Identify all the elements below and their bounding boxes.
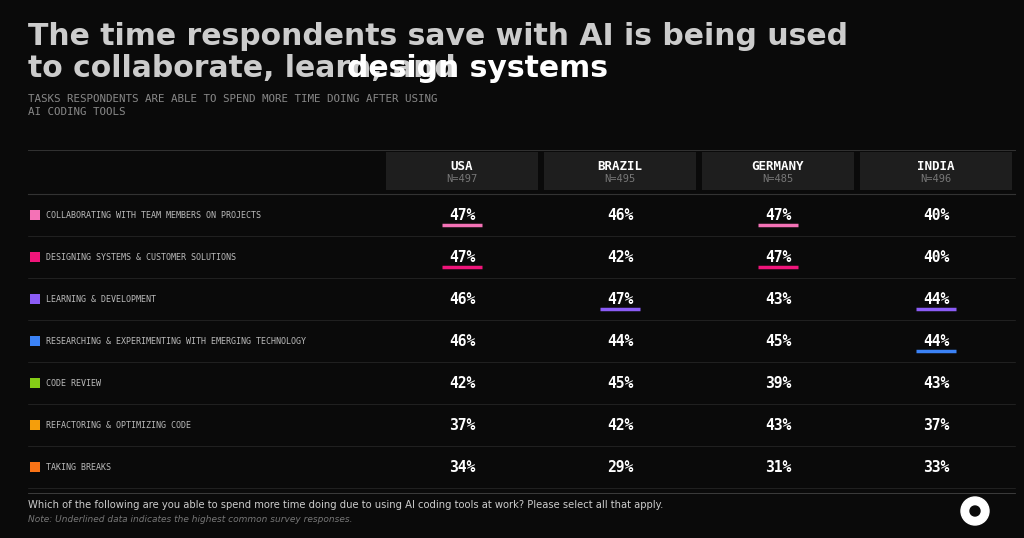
Text: 45%: 45% bbox=[765, 334, 792, 349]
Text: 37%: 37% bbox=[923, 417, 949, 433]
Text: BRAZIL: BRAZIL bbox=[597, 160, 642, 173]
Text: 40%: 40% bbox=[923, 250, 949, 265]
Bar bbox=[30, 462, 40, 472]
Text: LEARNING & DEVELOPMENT: LEARNING & DEVELOPMENT bbox=[46, 294, 156, 303]
Text: N=485: N=485 bbox=[763, 174, 794, 184]
Text: USA: USA bbox=[451, 160, 473, 173]
Text: 47%: 47% bbox=[449, 208, 475, 223]
Text: design systems: design systems bbox=[346, 54, 607, 83]
Text: 43%: 43% bbox=[765, 417, 792, 433]
Bar bbox=[30, 294, 40, 304]
Text: RESEARCHING & EXPERIMENTING WITH EMERGING TECHNOLOGY: RESEARCHING & EXPERIMENTING WITH EMERGIN… bbox=[46, 336, 306, 345]
Text: 43%: 43% bbox=[923, 376, 949, 391]
Text: Which of the following are you able to spend more time doing due to using AI cod: Which of the following are you able to s… bbox=[28, 500, 664, 510]
Text: 45%: 45% bbox=[607, 376, 633, 391]
Text: GERMANY: GERMANY bbox=[752, 160, 804, 173]
Text: DESIGNING SYSTEMS & CUSTOMER SOLUTIONS: DESIGNING SYSTEMS & CUSTOMER SOLUTIONS bbox=[46, 252, 236, 261]
Text: 47%: 47% bbox=[765, 208, 792, 223]
Bar bbox=[386, 152, 538, 190]
Bar bbox=[860, 152, 1012, 190]
Text: AI CODING TOOLS: AI CODING TOOLS bbox=[28, 107, 126, 117]
Bar bbox=[30, 378, 40, 388]
Text: INDIA: INDIA bbox=[918, 160, 954, 173]
Text: N=497: N=497 bbox=[446, 174, 477, 184]
Text: 47%: 47% bbox=[449, 250, 475, 265]
Text: 46%: 46% bbox=[449, 334, 475, 349]
Text: 43%: 43% bbox=[765, 292, 792, 307]
Text: 44%: 44% bbox=[923, 334, 949, 349]
Text: TASKS RESPONDENTS ARE ABLE TO SPEND MORE TIME DOING AFTER USING: TASKS RESPONDENTS ARE ABLE TO SPEND MORE… bbox=[28, 94, 437, 104]
Text: 42%: 42% bbox=[607, 417, 633, 433]
Bar bbox=[702, 152, 854, 190]
Text: 29%: 29% bbox=[607, 459, 633, 475]
Bar bbox=[30, 210, 40, 220]
Text: 42%: 42% bbox=[607, 250, 633, 265]
Text: 31%: 31% bbox=[765, 459, 792, 475]
Text: 46%: 46% bbox=[607, 208, 633, 223]
Text: to collaborate, learn, and: to collaborate, learn, and bbox=[28, 54, 466, 83]
Text: REFACTORING & OPTIMIZING CODE: REFACTORING & OPTIMIZING CODE bbox=[46, 421, 191, 429]
Circle shape bbox=[961, 497, 989, 525]
Bar bbox=[30, 420, 40, 430]
Text: 47%: 47% bbox=[765, 250, 792, 265]
Bar bbox=[30, 252, 40, 262]
Text: TAKING BREAKS: TAKING BREAKS bbox=[46, 463, 111, 471]
Text: The time respondents save with AI is being used: The time respondents save with AI is bei… bbox=[28, 22, 848, 51]
Circle shape bbox=[970, 506, 980, 516]
Text: N=496: N=496 bbox=[921, 174, 951, 184]
Text: COLLABORATING WITH TEAM MEMBERS ON PROJECTS: COLLABORATING WITH TEAM MEMBERS ON PROJE… bbox=[46, 210, 261, 220]
Text: 37%: 37% bbox=[449, 417, 475, 433]
Text: 44%: 44% bbox=[923, 292, 949, 307]
Text: 33%: 33% bbox=[923, 459, 949, 475]
Text: CODE REVIEW: CODE REVIEW bbox=[46, 379, 101, 387]
Text: 40%: 40% bbox=[923, 208, 949, 223]
Text: 34%: 34% bbox=[449, 459, 475, 475]
Text: Note: Underlined data indicates the highest common survey responses.: Note: Underlined data indicates the high… bbox=[28, 515, 352, 524]
Text: N=495: N=495 bbox=[604, 174, 636, 184]
Text: 46%: 46% bbox=[449, 292, 475, 307]
Bar bbox=[30, 336, 40, 346]
Text: 42%: 42% bbox=[449, 376, 475, 391]
Bar bbox=[544, 152, 696, 190]
Text: 47%: 47% bbox=[607, 292, 633, 307]
Text: 39%: 39% bbox=[765, 376, 792, 391]
Text: 44%: 44% bbox=[607, 334, 633, 349]
